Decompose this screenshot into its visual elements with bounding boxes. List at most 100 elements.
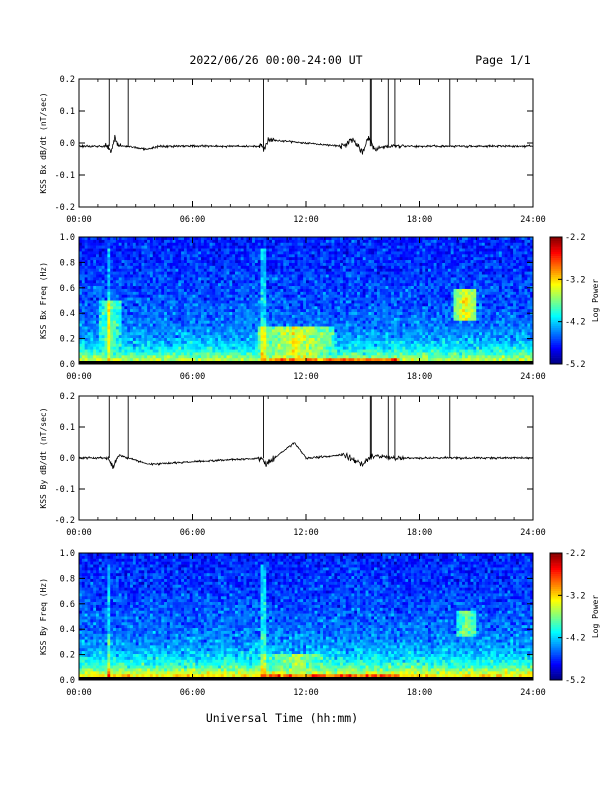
spectrogram-cell xyxy=(132,300,137,304)
spectrogram-cell xyxy=(303,254,307,258)
spectrogram-cell xyxy=(391,306,395,310)
spectrogram-cell xyxy=(130,352,134,356)
spectrogram-cell xyxy=(308,323,312,327)
spectrogram-cell xyxy=(127,268,131,272)
spectrogram-cell xyxy=(98,283,102,287)
spectrogram-cell xyxy=(291,277,295,281)
spectrogram-cell xyxy=(161,320,165,324)
spectrogram-cell xyxy=(201,237,205,241)
spectrogram-cell xyxy=(297,257,301,261)
spectrogram-cell xyxy=(376,320,381,324)
spectrogram-cell xyxy=(110,355,114,359)
spectrogram-cell xyxy=(232,251,236,255)
spectrogram-cell xyxy=(359,268,364,272)
spectrogram-cell xyxy=(198,312,202,316)
spectrogram-cell xyxy=(303,317,307,322)
spectrogram-cell xyxy=(303,343,307,347)
spectrogram-cell xyxy=(374,280,378,284)
spectrogram-cell xyxy=(391,257,395,261)
spectrogram-cell xyxy=(212,265,216,270)
spectrogram-cell xyxy=(164,309,168,313)
spectrogram-cell xyxy=(226,335,230,339)
spectrogram-cell xyxy=(345,335,349,339)
spectrogram-cell xyxy=(141,312,145,316)
spectrogram-cell xyxy=(201,294,205,298)
spectrogram-cell xyxy=(283,303,287,307)
spectrogram-cell xyxy=(135,237,139,241)
spectrogram-cell xyxy=(323,326,327,330)
spectrogram-cell xyxy=(237,312,242,316)
spectrogram-cell xyxy=(203,300,207,304)
spectrogram-cell xyxy=(181,277,185,281)
spectrogram-cell xyxy=(104,358,108,362)
spectrogram-cell xyxy=(166,237,171,241)
spectrogram-cell xyxy=(303,303,307,307)
spectrogram-cell xyxy=(166,283,171,287)
spectrogram-cell xyxy=(141,358,145,362)
spectrogram-cell xyxy=(337,280,341,284)
spectrogram-cell xyxy=(388,251,392,255)
spectrogram-cell xyxy=(212,355,216,359)
spectrogram-cell xyxy=(308,303,312,307)
spectrogram-cell xyxy=(357,260,361,264)
spectrogram-cell xyxy=(294,326,298,330)
spectrogram-cell xyxy=(368,306,372,310)
spectrogram-cell xyxy=(155,288,159,293)
spectrogram-cell xyxy=(223,317,227,322)
spectrogram-cell xyxy=(166,294,171,298)
spectrogram-cell xyxy=(130,237,134,241)
spectrogram-cell xyxy=(107,262,111,267)
spectrogram-cell xyxy=(138,280,142,284)
spectrogram-cell xyxy=(300,237,304,241)
spectrogram-cell xyxy=(172,283,176,287)
spectrogram-cell xyxy=(351,343,355,347)
spectrogram-cell xyxy=(342,346,347,350)
spectrogram-cell xyxy=(385,294,389,298)
spectrogram-cell xyxy=(172,277,176,281)
spectrogram-cell xyxy=(172,303,176,307)
spectrogram-cell xyxy=(206,303,210,307)
spectrogram-cell xyxy=(169,352,173,356)
spectrogram-cell xyxy=(87,343,91,347)
spectrogram-cell xyxy=(110,254,114,258)
spectrogram-cell xyxy=(320,271,324,275)
spectrogram-cell xyxy=(306,242,310,246)
spectrogram-cell xyxy=(340,297,344,301)
spectrogram-cell xyxy=(104,340,108,345)
spectrogram-cell xyxy=(252,248,256,252)
spectrogram-cell xyxy=(132,274,137,278)
spectrogram-cell xyxy=(198,335,202,339)
spectrogram-cell xyxy=(266,332,270,336)
spectrogram-cell xyxy=(169,294,173,298)
spectrogram-cell xyxy=(291,338,295,342)
spectrogram-cell xyxy=(325,303,329,307)
spectrogram-cell xyxy=(325,335,329,339)
spectrogram-cell xyxy=(317,317,321,322)
spectrogram-cell xyxy=(351,332,355,336)
spectrogram-cell xyxy=(269,317,273,322)
spectrogram-cell xyxy=(130,329,134,333)
spectrogram-cell xyxy=(371,355,375,359)
spectrogram-cell xyxy=(260,317,264,322)
spectrogram-cell xyxy=(297,265,301,270)
spectrogram-cell xyxy=(212,248,216,252)
spectrogram-cell xyxy=(271,262,276,267)
spectrogram-cell xyxy=(311,288,315,293)
spectrogram-cell xyxy=(155,314,159,319)
spectrogram-cell xyxy=(374,294,378,298)
spectrogram-cell xyxy=(257,340,261,345)
spectrogram-cell xyxy=(229,271,233,275)
spectrogram-cell xyxy=(306,239,310,244)
spectrogram-cell xyxy=(192,323,196,327)
spectrogram-cell xyxy=(274,338,278,342)
spectrogram-cell xyxy=(195,314,199,319)
spectrogram-cell xyxy=(274,335,278,339)
spectrogram-cell xyxy=(226,309,230,313)
spectrogram-cell xyxy=(79,260,83,264)
spectrogram-cell xyxy=(104,314,108,319)
spectrogram-cell xyxy=(257,245,261,249)
spectrogram-cell xyxy=(280,291,284,296)
spectrogram-cell xyxy=(110,335,114,339)
spectrogram-cell xyxy=(291,323,295,327)
spectrogram-cell xyxy=(87,288,91,293)
